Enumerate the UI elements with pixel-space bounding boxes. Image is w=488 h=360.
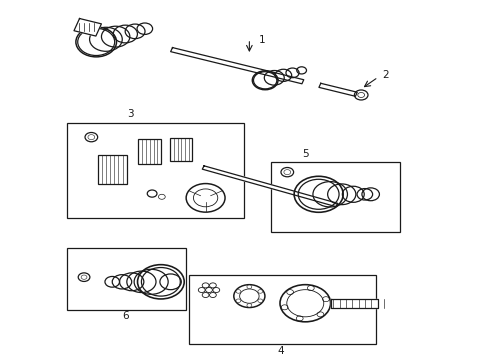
Bar xyxy=(67,123,244,217)
Polygon shape xyxy=(170,48,303,84)
Bar xyxy=(271,162,399,232)
Bar xyxy=(138,139,161,164)
Polygon shape xyxy=(74,18,101,36)
Text: 3: 3 xyxy=(127,109,133,119)
Bar xyxy=(98,155,126,184)
Ellipse shape xyxy=(246,303,251,307)
Text: 4: 4 xyxy=(277,346,284,356)
Ellipse shape xyxy=(246,285,251,289)
Bar xyxy=(67,248,186,310)
Ellipse shape xyxy=(257,299,262,302)
Bar xyxy=(170,138,192,161)
Polygon shape xyxy=(318,83,357,96)
Ellipse shape xyxy=(236,299,241,302)
Bar xyxy=(188,275,375,344)
Text: 1: 1 xyxy=(259,35,265,45)
Polygon shape xyxy=(202,166,337,207)
Ellipse shape xyxy=(257,290,262,293)
Text: 5: 5 xyxy=(302,149,308,159)
Text: 6: 6 xyxy=(122,311,128,321)
Text: 2: 2 xyxy=(381,70,388,80)
Ellipse shape xyxy=(236,290,241,293)
Polygon shape xyxy=(330,298,377,308)
